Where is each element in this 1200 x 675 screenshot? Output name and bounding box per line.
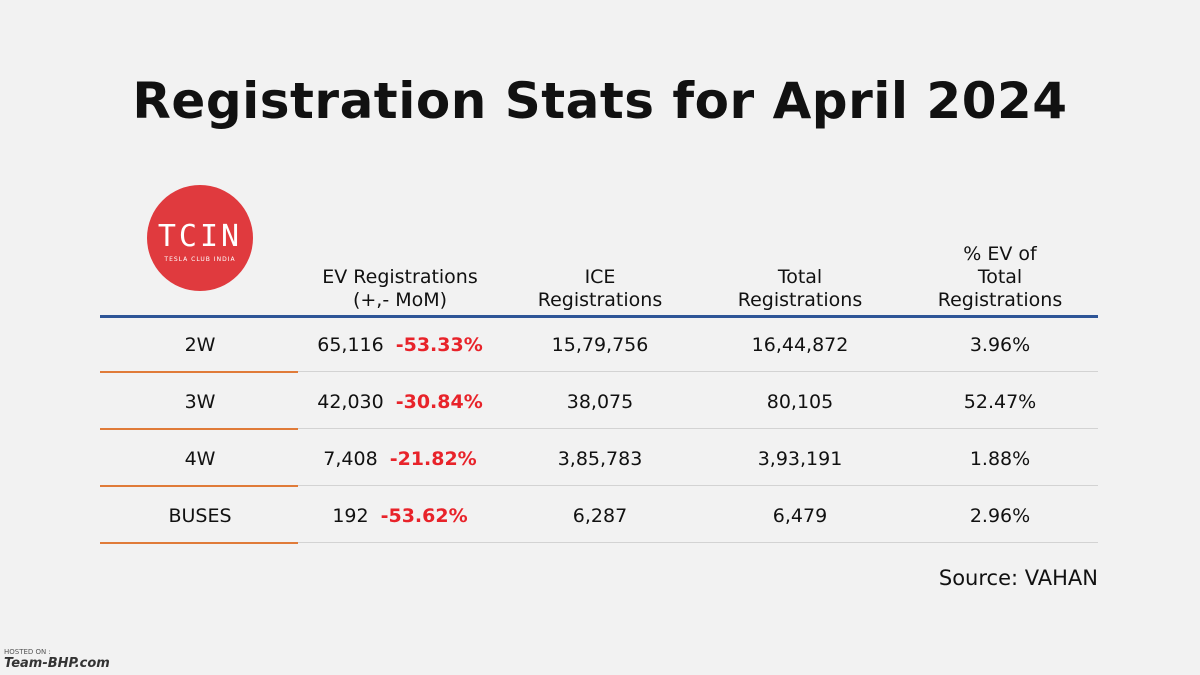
table-cell: 3.96% (969, 333, 1031, 356)
ev-value: 65,116 (317, 333, 384, 356)
header-line: Registrations (937, 289, 1063, 311)
source: Source: VAHAN (938, 566, 1098, 590)
row-label: 3W (184, 390, 216, 413)
watermark-hosted: HOSTED ON : (4, 648, 51, 656)
column-header: EV Registrations (+,- MoM) (300, 238, 500, 312)
header-line: (+,- MoM) (352, 289, 448, 311)
ev-value: 192 (332, 504, 369, 527)
ev-cell: 65,116 -53.33% (300, 316, 500, 373)
row-rule (298, 485, 1098, 486)
header-line: EV Registrations (322, 266, 478, 288)
row-label: BUSES (168, 504, 232, 527)
table-cell: 2.96% (969, 504, 1031, 527)
row-accent (100, 371, 298, 373)
table-cell: 3,85,783 (557, 447, 643, 470)
table-cell: 6,287 (572, 504, 628, 527)
ev-cell: 7,408 -21.82% (300, 430, 500, 487)
header-line: Registrations (737, 289, 863, 311)
row-rule (298, 542, 1098, 543)
table-cell: 80,105 (766, 390, 834, 413)
ev-value: 42,030 (317, 390, 384, 413)
ev-cell: 42,030 -30.84% (300, 373, 500, 430)
column-header: Total Registrations (700, 238, 900, 312)
header-line: Total (977, 266, 1023, 288)
ev-cell: 192 -53.62% (300, 487, 500, 544)
row-label: 2W (184, 333, 216, 356)
mom-change: -30.84% (395, 390, 483, 413)
header-line: Registrations (537, 289, 663, 311)
header-line: ICE (584, 266, 616, 288)
table-cell: 15,79,756 (551, 333, 649, 356)
header-line: % EV of (963, 243, 1037, 265)
row-rule (298, 428, 1098, 429)
title: Registration Stats for April 2024 (132, 72, 1068, 130)
mom-change: -53.62% (380, 504, 468, 527)
ev-value: 7,408 (323, 447, 378, 470)
header-line: Total (777, 266, 823, 288)
table-cell: 6,479 (772, 504, 828, 527)
header-rule (100, 315, 1098, 318)
logo-text: TCIN (157, 219, 243, 254)
row-rule (298, 371, 1098, 372)
column-header: ICE Registrations (500, 238, 700, 312)
logo: TCIN TESLA CLUB INDIA (147, 185, 253, 291)
row-accent (100, 542, 298, 544)
watermark-site: Team-BHP.com (4, 656, 110, 671)
row-accent (100, 485, 298, 487)
table-cell: 3,93,191 (757, 447, 843, 470)
mom-change: -21.82% (389, 447, 477, 470)
mom-change: -53.33% (395, 333, 483, 356)
watermark: HOSTED ON : Team-BHP.com (4, 648, 110, 671)
row-accent (100, 428, 298, 430)
table-cell: 1.88% (969, 447, 1031, 470)
table-cell: 52.47% (963, 390, 1037, 413)
row-label: 4W (184, 447, 216, 470)
table-cell: 38,075 (566, 390, 634, 413)
table-cell: 16,44,872 (751, 333, 849, 356)
column-header: % EV of Total Registrations (900, 238, 1100, 312)
logo-subtext: TESLA CLUB INDIA (164, 256, 236, 263)
